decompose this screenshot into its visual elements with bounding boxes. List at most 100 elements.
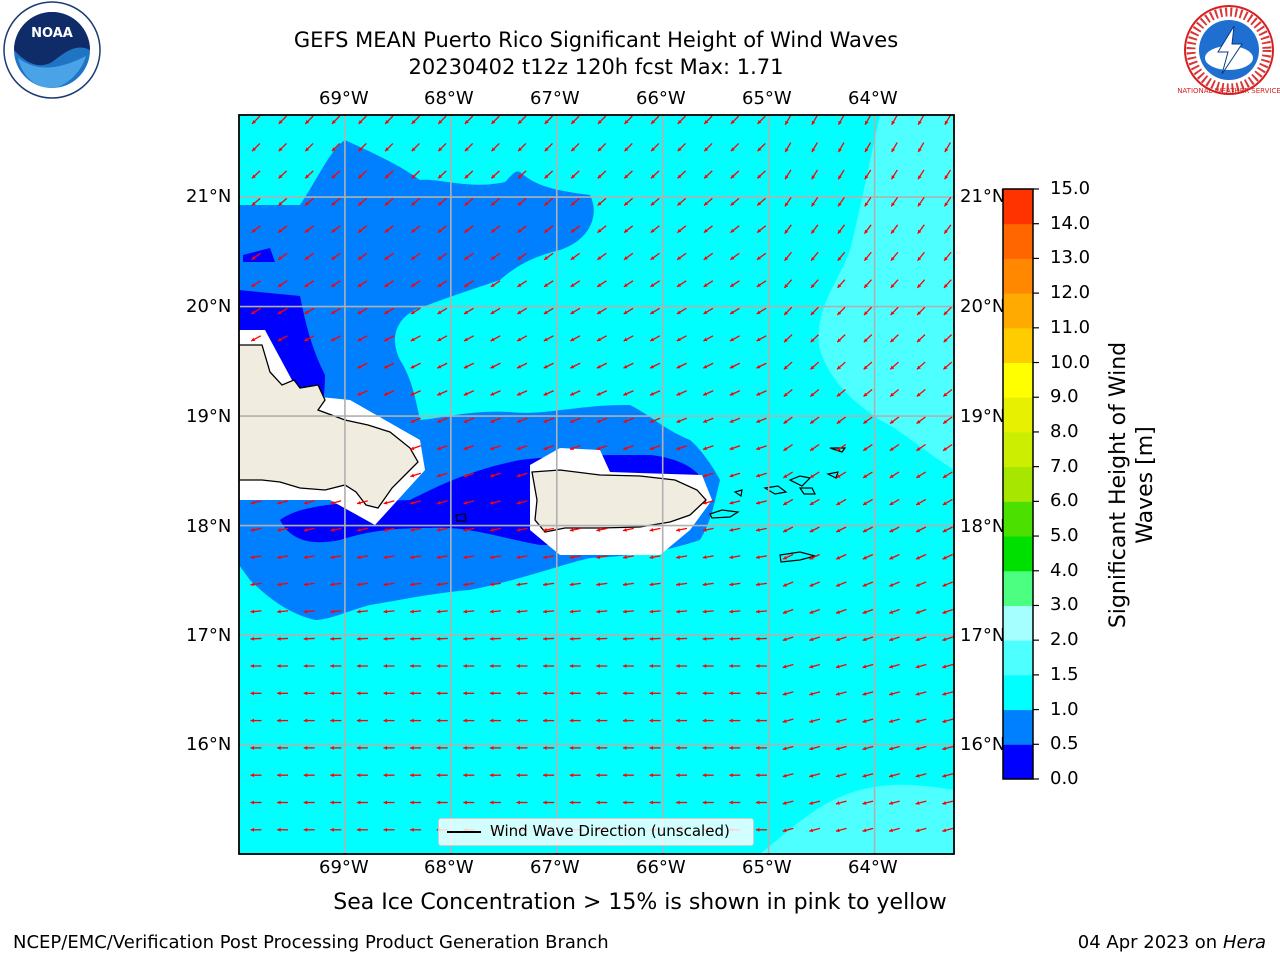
wind-wave-arrow <box>917 251 925 262</box>
wind-wave-arrow <box>703 335 714 342</box>
wind-wave-arrow <box>357 252 368 261</box>
wind-wave-arrow <box>864 115 872 126</box>
wind-wave-arrow <box>809 526 820 533</box>
wind-wave-arrow <box>384 280 394 288</box>
wind-wave-arrow <box>623 307 634 315</box>
wind-wave-arrow <box>304 225 314 234</box>
wind-wave-arrow <box>864 142 872 153</box>
colorbar-tick-label: 2.0 <box>1050 629 1079 651</box>
wind-wave-arrow <box>516 500 528 505</box>
wind-wave-arrow <box>569 555 581 560</box>
wind-wave-arrow <box>702 800 714 805</box>
wind-wave-arrow <box>623 197 634 206</box>
wind-wave-arrow <box>676 445 688 451</box>
wind-wave-arrow <box>809 498 820 506</box>
island-virgin-islands <box>733 447 847 498</box>
wind-wave-arrow <box>596 609 608 614</box>
wind-wave-arrow <box>384 225 394 234</box>
wind-wave-arrow <box>755 827 767 832</box>
chart-subtitle: 20230402 t12z 120h fcst Max: 1.71 <box>408 55 784 79</box>
wind-wave-arrow <box>702 555 714 560</box>
wind-wave-arrow <box>889 361 899 370</box>
wind-wave-arrow <box>810 334 820 343</box>
wind-wave-arrow <box>782 636 794 642</box>
wind-wave-arrow <box>888 745 900 751</box>
wind-wave-arrow <box>436 636 448 641</box>
colorbar-tick-label: 10.0 <box>1050 351 1091 373</box>
wind-wave-arrow <box>916 416 926 425</box>
wind-wave-arrow <box>729 664 741 668</box>
lon-label-top: 68°W <box>424 88 474 109</box>
wind-wave-arrow <box>729 773 741 778</box>
wind-wave-arrow <box>676 609 688 614</box>
wind-wave-arrow <box>756 417 767 423</box>
wind-wave-arrow <box>810 224 819 234</box>
wind-wave-arrow <box>649 335 661 342</box>
lat-label-left: 19°N <box>186 406 232 427</box>
wind-wave-arrow <box>330 745 342 750</box>
wind-wave-arrow <box>516 390 528 396</box>
wind-wave-arrow <box>570 252 581 261</box>
wind-wave-arrow <box>729 307 740 315</box>
wind-wave-arrow <box>410 472 422 478</box>
wind-wave-arrow <box>782 800 794 805</box>
wind-wave-arrow <box>517 225 527 234</box>
wind-wave-arrow <box>888 773 900 778</box>
lat-label-left: 20°N <box>186 296 232 317</box>
wind-wave-arrow <box>943 306 952 316</box>
wind-wave-arrow <box>330 800 342 805</box>
wind-wave-arrow <box>837 196 845 207</box>
wind-wave-arrow <box>755 718 767 723</box>
wind-wave-arrow <box>782 745 794 751</box>
lat-label-right: 16°N <box>960 734 1006 755</box>
wind-wave-arrow <box>543 362 554 369</box>
wind-wave-arrow <box>570 225 580 234</box>
wind-wave-arrow <box>331 225 341 234</box>
wind-wave-arrow <box>383 636 395 641</box>
lat-label-right: 18°N <box>960 516 1006 537</box>
wind-wave-arrow <box>303 745 315 750</box>
lat-label-right: 17°N <box>960 625 1006 646</box>
wind-wave-arrow <box>490 170 500 179</box>
wind-wave-arrow <box>596 773 608 778</box>
wind-wave-arrow <box>384 142 394 152</box>
wind-wave-arrow <box>729 500 741 505</box>
noaa-logo: NOAA <box>0 0 104 104</box>
wind-wave-arrow <box>516 773 528 778</box>
wind-wave-arrow <box>437 252 448 261</box>
wind-wave-arrow <box>809 691 821 696</box>
wind-wave-arrow <box>330 280 341 288</box>
wind-wave-arrow <box>835 800 847 805</box>
wind-wave-arrow <box>890 196 899 207</box>
wind-wave-arrow <box>943 279 952 289</box>
wind-wave-arrow <box>489 773 501 778</box>
wind-wave-arrow <box>356 636 368 641</box>
wind-wave-arrow <box>356 800 368 805</box>
wind-wave-arrow <box>888 691 900 696</box>
wind-wave-arrow <box>517 115 527 125</box>
colorbar-tick-label: 3.0 <box>1050 594 1079 616</box>
wind-wave-arrow <box>676 280 687 288</box>
wind-wave-arrow <box>304 252 315 261</box>
wind-wave-arrow <box>356 664 368 668</box>
lat-label-left: 18°N <box>186 516 232 537</box>
wind-wave-arrow <box>383 362 395 369</box>
wind-wave-arrow <box>835 745 847 751</box>
wind-wave-arrow <box>756 252 767 261</box>
wind-wave-arrow <box>330 691 342 696</box>
wind-wave-arrow <box>649 636 661 641</box>
wind-wave-arrow <box>809 471 820 479</box>
wind-wave-arrow <box>649 417 661 423</box>
wind-wave-arrow <box>622 773 634 778</box>
wind-wave-arrow <box>836 498 847 506</box>
wind-wave-arrow <box>543 800 555 805</box>
wind-wave-arrow <box>569 445 581 451</box>
lat-label-right: 21°N <box>960 186 1006 207</box>
wind-wave-arrow <box>463 280 474 288</box>
wind-wave-arrow <box>835 581 847 587</box>
wind-wave-arrow <box>570 142 580 152</box>
wind-wave-arrow <box>596 417 608 423</box>
wind-wave-arrow <box>890 169 898 180</box>
wind-wave-arrow <box>862 443 873 452</box>
wind-wave-arrow <box>463 472 475 478</box>
